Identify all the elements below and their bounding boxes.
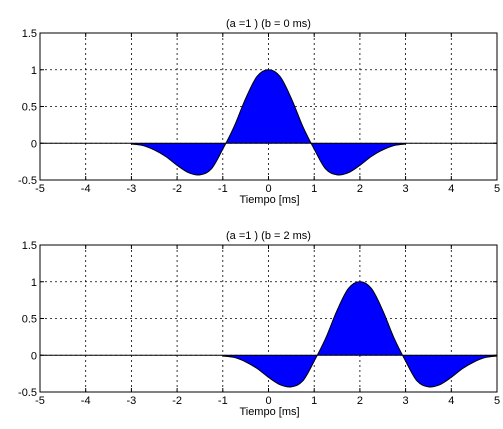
x-tick-label: 0 [265,183,271,195]
y-tick-label: 1.5 [22,240,37,252]
x-tick-label: -4 [81,183,91,195]
series-area [131,69,406,176]
y-tick-label: 0 [31,350,37,362]
x-tick-label: -2 [172,395,182,407]
y-tick-label: 1.5 [22,28,37,40]
series-line [131,69,406,176]
x-tick-label: 2 [357,183,363,195]
series-area [222,281,498,388]
x-tick-label: 1 [311,183,317,195]
y-tick-label: 0 [31,138,37,150]
subplot-1: -5 -4 -3 -2 -1 0 1 2 3 4 5 -0.5 0 0.5 1 1.5 (a =1 ) (b =… [18,18,500,206]
y-tick-label: 0.5 [22,314,37,326]
subplot-2: -5 -4 -3 -2 -1 0 1 2 3 4 5 -0.5 0 0.5 1 1.5 (a =1 ) (b =… [18,230,500,418]
x-tick-label: -5 [35,395,45,407]
x-tick-label: 5 [494,183,500,195]
x-tick-label: -3 [127,395,137,407]
x-tick-label: 0 [265,395,271,407]
chart-title: (a =1 ) (b = 2 ms) [226,230,311,242]
x-tick-label: 4 [448,183,454,195]
y-tick-label: 0.5 [22,102,37,114]
x-tick-label: -3 [127,183,137,195]
x-tick-label: 2 [357,395,363,407]
x-tick-label: -2 [172,183,182,195]
x-axis-label: Tiempo [ms] [239,194,299,206]
x-tick-label: -1 [218,395,228,407]
y-tick-label: -0.5 [18,175,37,187]
series-line [222,281,498,388]
x-tick-label: 1 [311,395,317,407]
x-tick-label: -5 [35,183,45,195]
x-tick-label: -4 [81,395,91,407]
x-tick-label: 3 [403,183,409,195]
x-tick-label: -1 [218,183,228,195]
chart-title: (a =1 ) (b = 0 ms) [226,18,311,30]
y-tick-label: 1 [31,65,37,77]
y-tick-label: -0.5 [18,387,37,399]
x-tick-label: 4 [448,395,454,407]
y-tick-label: 1 [31,277,37,289]
x-tick-label: 5 [494,395,500,407]
x-axis-label: Tiempo [ms] [239,406,299,418]
x-tick-label: 3 [403,395,409,407]
